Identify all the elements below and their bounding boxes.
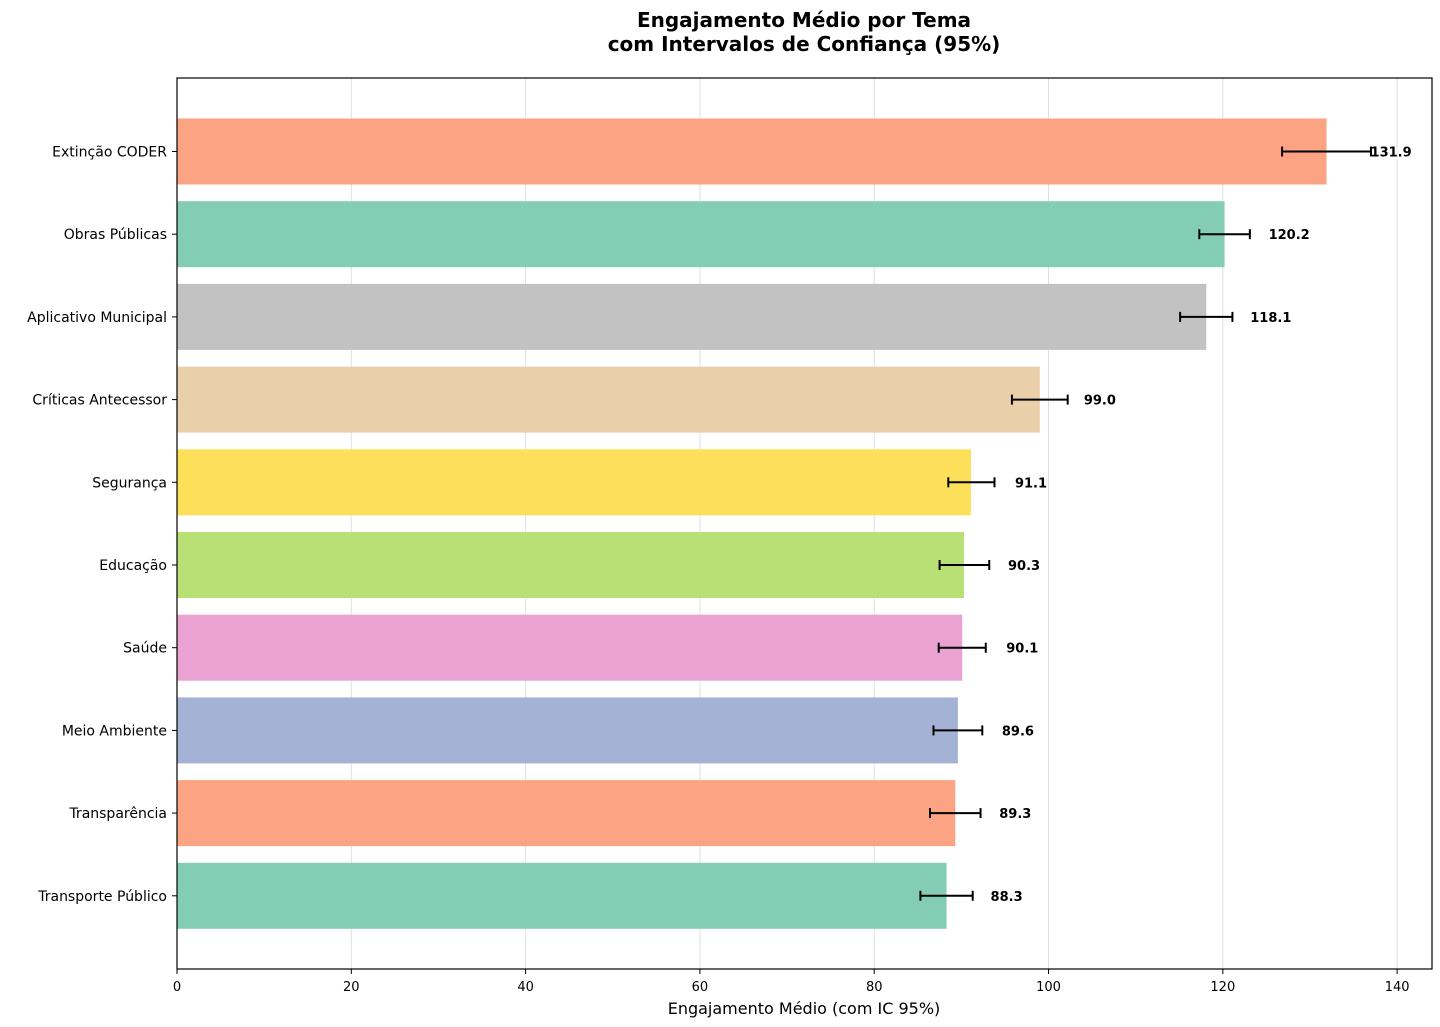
bar	[177, 283, 1207, 350]
x-tick-label: 40	[517, 980, 534, 995]
chart-title-line-2: com Intervalos de Confiança (95%)	[607, 32, 1001, 56]
x-axis: 0 20 40 60 80 100 120 140	[173, 969, 1410, 995]
data-label: 91.1	[1015, 476, 1047, 491]
data-label: 89.6	[1002, 724, 1034, 739]
x-tick-label: 80	[866, 980, 883, 995]
data-label: 99.0	[1084, 394, 1116, 409]
bar	[177, 366, 1040, 433]
y-tick-label: Transporte Público	[37, 889, 167, 905]
data-label: 88.3	[991, 890, 1023, 905]
y-tick-label: Aplicativo Municipal	[27, 310, 167, 326]
y-tick-label: Críticas Antecessor	[32, 393, 167, 409]
plot-frame	[176, 77, 1433, 970]
bar	[177, 118, 1327, 185]
x-tick-label: 120	[1210, 980, 1235, 995]
bar	[177, 614, 963, 681]
x-tick-label: 140	[1385, 980, 1410, 995]
data-label: 90.3	[1008, 559, 1040, 574]
x-tick-label: 0	[173, 980, 181, 995]
data-label: 120.2	[1269, 228, 1310, 243]
y-tick-label: Segurança	[92, 475, 167, 491]
bars	[177, 118, 1327, 929]
bar	[177, 862, 947, 929]
y-tick-label: Extinção CODER	[52, 145, 167, 161]
data-label: 131.9	[1371, 146, 1412, 161]
x-axis-label: Engajamento Médio (com IC 95%)	[668, 999, 941, 1018]
bar	[177, 201, 1225, 268]
y-tick-label: Saúde	[123, 641, 167, 657]
error-bars	[919, 146, 1372, 901]
bar	[177, 780, 956, 847]
data-label: 89.3	[999, 807, 1031, 822]
x-tick-label: 20	[343, 980, 360, 995]
value-labels: 131.9 120.2 118.1 99.0 91.1 90.3 90.1 89.6 89.3 8…	[991, 146, 1412, 905]
bar	[177, 697, 958, 764]
bar	[177, 532, 964, 598]
y-tick-label: Educação	[99, 558, 167, 574]
x-tick-label: 100	[1036, 980, 1061, 995]
x-tick-label: 60	[692, 980, 709, 995]
y-axis: Extinção CODER Obras Públicas Aplicativo M…	[27, 145, 177, 905]
y-tick-label: Transparência	[68, 806, 167, 822]
y-tick-label: Obras Públicas	[64, 227, 167, 243]
data-label: 90.1	[1006, 642, 1038, 657]
bar	[177, 449, 971, 516]
y-tick-label: Meio Ambiente	[62, 723, 167, 739]
data-label: 118.1	[1250, 311, 1291, 326]
chart-title-line-1: Engajamento Médio por Tema	[636, 8, 972, 32]
